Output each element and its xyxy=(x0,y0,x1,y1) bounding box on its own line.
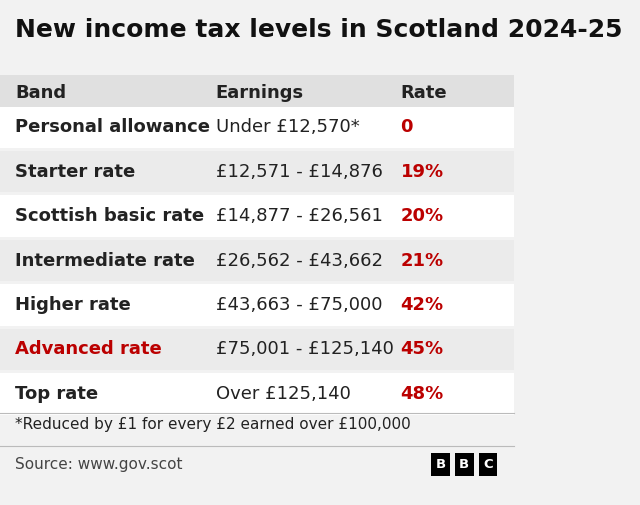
FancyBboxPatch shape xyxy=(0,151,514,192)
Text: £43,663 - £75,000: £43,663 - £75,000 xyxy=(216,296,382,314)
FancyBboxPatch shape xyxy=(0,373,514,415)
Text: Under £12,570*: Under £12,570* xyxy=(216,118,360,136)
FancyBboxPatch shape xyxy=(0,75,514,113)
Text: Source: www.gov.scot: Source: www.gov.scot xyxy=(15,457,183,472)
Text: Starter rate: Starter rate xyxy=(15,163,136,181)
FancyBboxPatch shape xyxy=(455,453,474,476)
Text: £75,001 - £125,140: £75,001 - £125,140 xyxy=(216,340,394,359)
Text: 0: 0 xyxy=(401,118,413,136)
Text: £12,571 - £14,876: £12,571 - £14,876 xyxy=(216,163,383,181)
Text: New income tax levels in Scotland 2024-25: New income tax levels in Scotland 2024-2… xyxy=(15,18,623,42)
FancyBboxPatch shape xyxy=(431,453,450,476)
FancyBboxPatch shape xyxy=(479,453,497,476)
FancyBboxPatch shape xyxy=(0,195,514,237)
Text: Personal allowance: Personal allowance xyxy=(15,118,211,136)
FancyBboxPatch shape xyxy=(0,329,514,370)
FancyBboxPatch shape xyxy=(0,284,514,326)
Text: 45%: 45% xyxy=(401,340,444,359)
Text: Rate: Rate xyxy=(401,84,447,103)
FancyBboxPatch shape xyxy=(0,107,514,148)
Text: *Reduced by £1 for every £2 earned over £100,000: *Reduced by £1 for every £2 earned over … xyxy=(15,417,411,432)
Text: Top rate: Top rate xyxy=(15,385,99,403)
Text: Advanced rate: Advanced rate xyxy=(15,340,162,359)
Text: £14,877 - £26,561: £14,877 - £26,561 xyxy=(216,207,383,225)
Text: 21%: 21% xyxy=(401,251,444,270)
Text: Intermediate rate: Intermediate rate xyxy=(15,251,195,270)
Text: B: B xyxy=(460,458,469,471)
Text: Band: Band xyxy=(15,84,67,103)
Text: 20%: 20% xyxy=(401,207,444,225)
FancyBboxPatch shape xyxy=(0,240,514,281)
Text: 42%: 42% xyxy=(401,296,444,314)
Text: £26,562 - £43,662: £26,562 - £43,662 xyxy=(216,251,383,270)
Text: Earnings: Earnings xyxy=(216,84,304,103)
Text: Higher rate: Higher rate xyxy=(15,296,131,314)
Text: Over £125,140: Over £125,140 xyxy=(216,385,351,403)
Text: 48%: 48% xyxy=(401,385,444,403)
Text: B: B xyxy=(436,458,445,471)
Text: 19%: 19% xyxy=(401,163,444,181)
Text: Scottish basic rate: Scottish basic rate xyxy=(15,207,205,225)
Text: C: C xyxy=(483,458,493,471)
